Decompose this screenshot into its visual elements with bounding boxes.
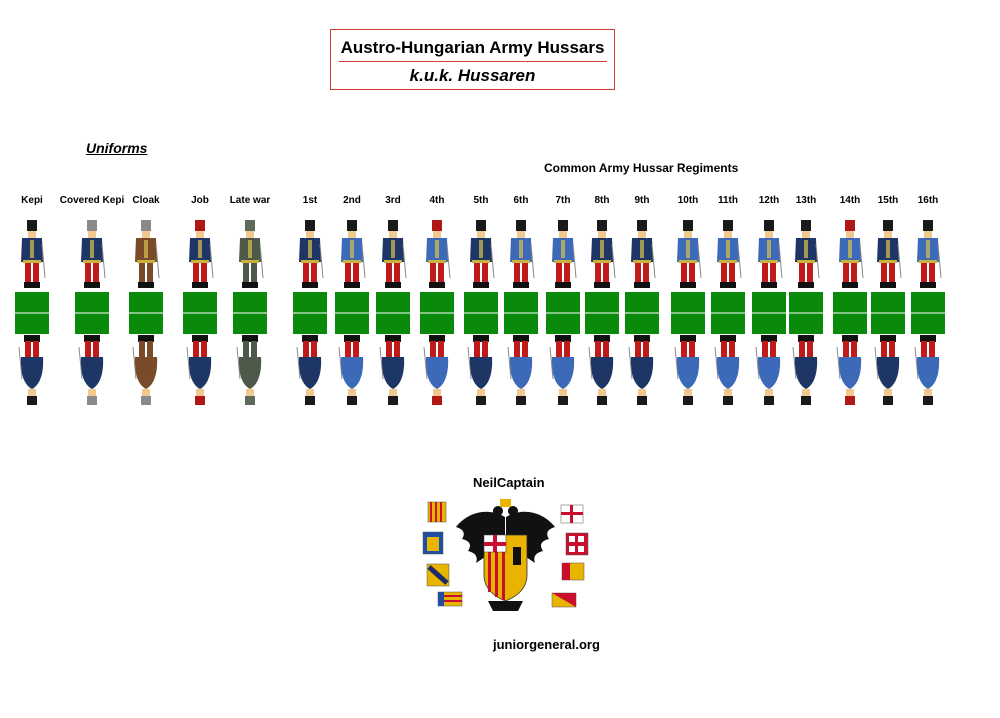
green-base <box>833 292 867 334</box>
green-base <box>871 292 905 334</box>
figure-back <box>549 335 575 405</box>
figure-front <box>81 220 106 288</box>
column-label: 11th <box>717 195 738 206</box>
figure-back <box>836 335 862 405</box>
figure-back <box>874 335 900 405</box>
green-base <box>420 292 454 334</box>
figure-front <box>189 220 214 288</box>
figure-front <box>591 220 616 288</box>
figure-front <box>341 220 366 288</box>
title-box: Austro-Hungarian Army Hussars k.u.k. Hus… <box>330 29 615 90</box>
figure-back <box>914 335 940 405</box>
column-label: Kepi <box>21 195 43 206</box>
figure-back <box>792 335 818 405</box>
figure-front <box>510 220 535 288</box>
figure-front <box>717 220 742 288</box>
figure-front <box>758 220 783 288</box>
green-base <box>183 292 217 334</box>
column-label: 8th <box>594 195 610 206</box>
green-base <box>75 292 109 334</box>
green-base <box>625 292 659 334</box>
figure-front <box>21 220 46 288</box>
column-label: 16th <box>917 195 939 206</box>
column-label: 5th <box>473 195 489 206</box>
green-base <box>789 292 823 334</box>
green-base <box>911 292 945 334</box>
column-label: 12th <box>758 195 780 206</box>
figure-back <box>379 335 405 405</box>
green-base <box>504 292 538 334</box>
green-base <box>546 292 580 334</box>
page-subtitle: k.u.k. Hussaren <box>409 66 536 85</box>
figure-front <box>239 220 264 288</box>
green-base <box>752 292 786 334</box>
figure-front <box>839 220 864 288</box>
column-label: 13th <box>795 195 817 206</box>
figure-back <box>296 335 322 405</box>
website-credit: juniorgeneral.org <box>493 637 600 652</box>
column-label: 14th <box>839 195 861 206</box>
green-base <box>585 292 619 334</box>
column-label: 4th <box>429 195 445 206</box>
green-base <box>15 292 49 334</box>
figure-back <box>236 335 262 405</box>
figure-back <box>507 335 533 405</box>
column-label: Late war <box>229 195 271 206</box>
column-label: Covered Kepi <box>59 195 125 206</box>
figure-front <box>135 220 160 288</box>
figure-back <box>78 335 104 405</box>
figure-front <box>677 220 702 288</box>
figure-back <box>338 335 364 405</box>
column-label: 6th <box>513 195 529 206</box>
figure-front <box>382 220 407 288</box>
column-label: 9th <box>634 195 650 206</box>
coat-of-arms-icon <box>422 499 589 611</box>
figure-back <box>186 335 212 405</box>
column-label: 1st <box>302 195 318 206</box>
column-label: 15th <box>877 195 899 206</box>
figure-front <box>552 220 577 288</box>
column-label: Cloak <box>132 195 160 206</box>
column-label: 10th <box>677 195 699 206</box>
column-label: Job <box>191 195 209 206</box>
column-label: 7th <box>555 195 571 206</box>
green-base <box>671 292 705 334</box>
figure-front <box>299 220 324 288</box>
figure-back <box>674 335 700 405</box>
figure-front <box>426 220 451 288</box>
figure-front <box>795 220 820 288</box>
figure-front <box>877 220 902 288</box>
page-title: Austro-Hungarian Army Hussars <box>340 38 605 57</box>
regiments-heading: Common Army Hussar Regiments <box>544 161 739 175</box>
author-credit: NeilCaptain <box>473 475 545 490</box>
green-base <box>464 292 498 334</box>
green-base <box>233 292 267 334</box>
green-base <box>335 292 369 334</box>
figure-back <box>588 335 614 405</box>
column-label: 3rd <box>385 195 401 206</box>
green-base <box>129 292 163 334</box>
figure-back <box>423 335 449 405</box>
figure-front <box>631 220 656 288</box>
figure-back <box>628 335 654 405</box>
figure-front <box>470 220 495 288</box>
figure-back <box>467 335 493 405</box>
figure-front <box>917 220 942 288</box>
title-divider <box>338 61 607 62</box>
figure-back <box>132 335 158 405</box>
column-label: 2nd <box>343 195 361 206</box>
green-base <box>376 292 410 334</box>
green-base <box>293 292 327 334</box>
figure-back <box>714 335 740 405</box>
green-base <box>711 292 745 334</box>
figure-back <box>18 335 44 405</box>
figure-back <box>755 335 781 405</box>
uniforms-heading: Uniforms <box>86 140 148 156</box>
